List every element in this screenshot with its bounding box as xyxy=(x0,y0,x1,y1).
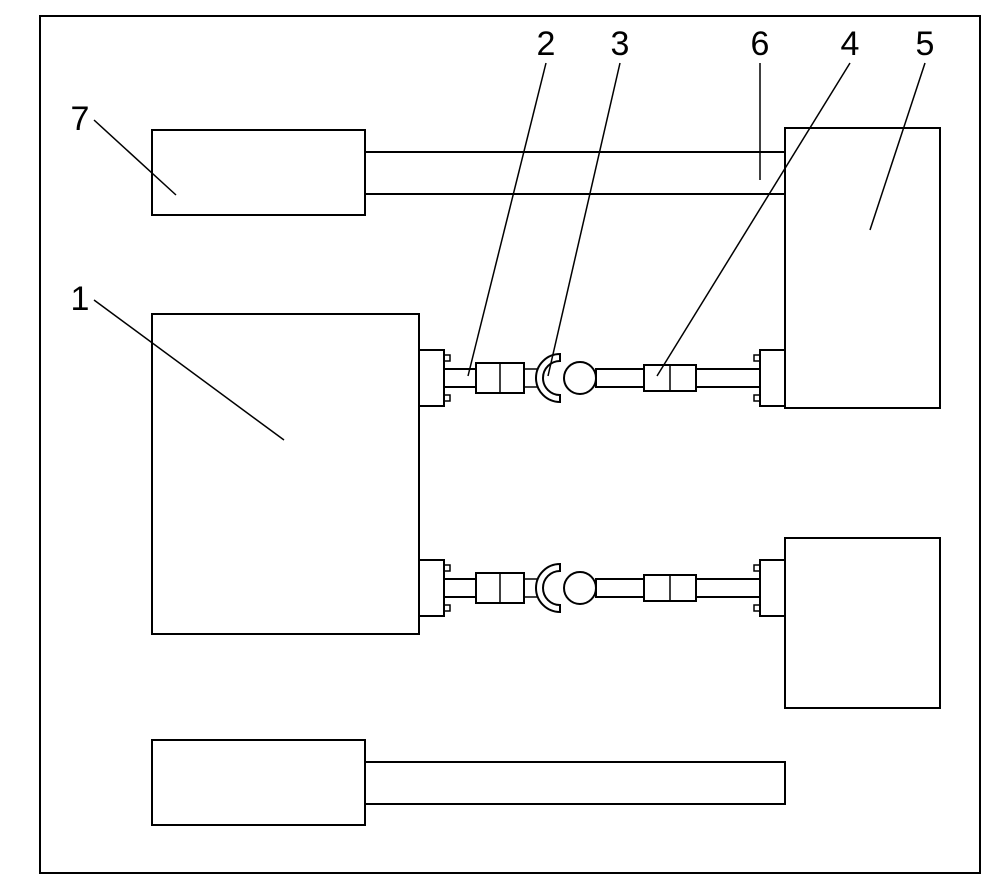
svg-text:6: 6 xyxy=(751,25,770,63)
svg-text:1: 1 xyxy=(71,280,90,318)
svg-text:3: 3 xyxy=(611,25,630,63)
svg-text:7: 7 xyxy=(71,100,90,138)
svg-text:4: 4 xyxy=(841,25,860,63)
svg-text:2: 2 xyxy=(537,25,556,63)
mechanical-diagram: 1 7 2 3 6 4 5 xyxy=(0,0,1000,889)
svg-text:5: 5 xyxy=(916,25,935,63)
